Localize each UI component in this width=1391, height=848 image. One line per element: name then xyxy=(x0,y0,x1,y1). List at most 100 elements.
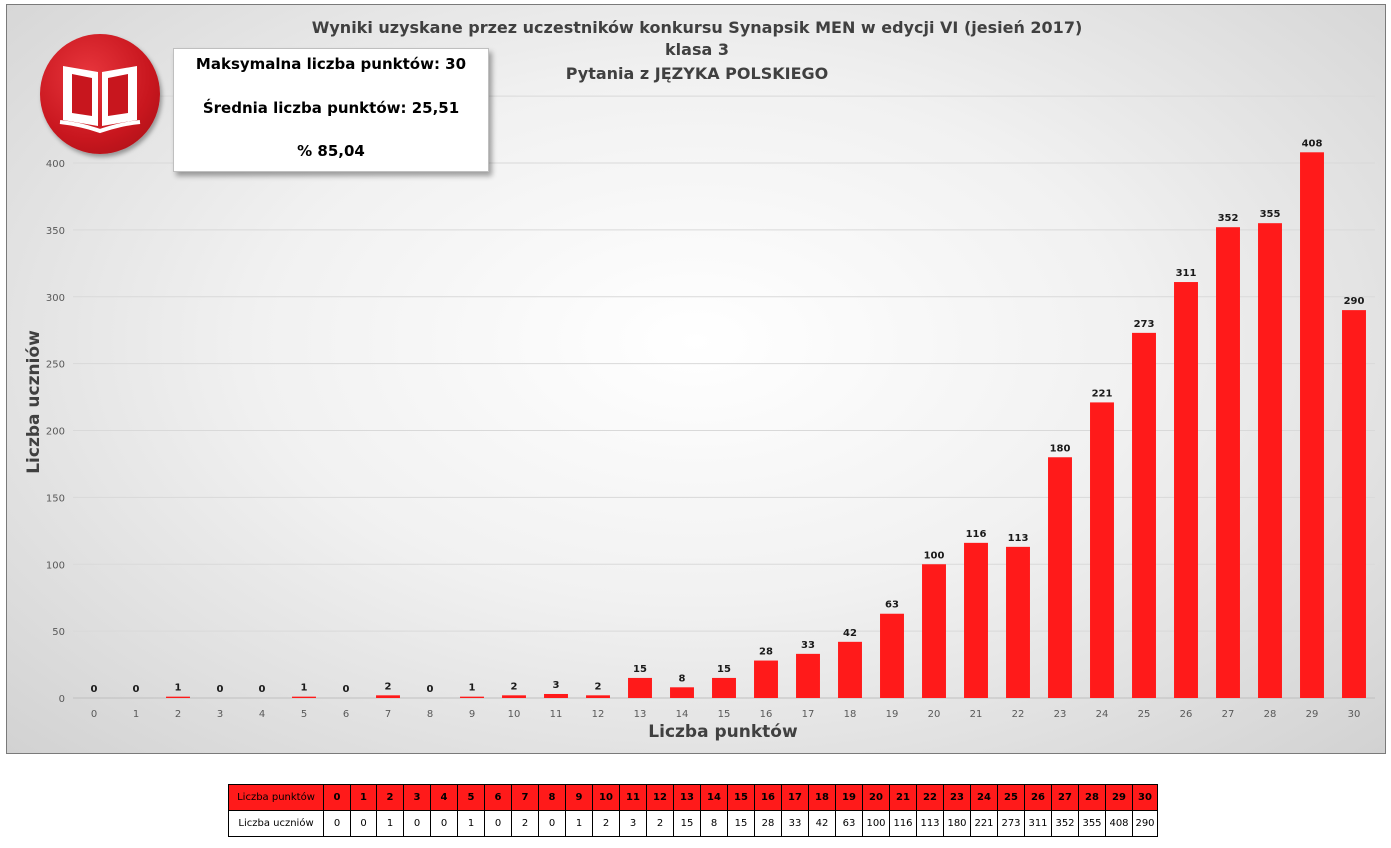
y-tick-label: 100 xyxy=(46,560,65,571)
table-header-cell: 7 xyxy=(511,784,539,811)
data-label: 15 xyxy=(717,664,731,675)
x-tick-label: 26 xyxy=(1180,709,1193,720)
table-value-cell: 33 xyxy=(781,810,809,837)
data-label: 2 xyxy=(511,681,518,692)
data-label: 221 xyxy=(1092,388,1113,399)
data-table: Liczba punktów 0 1 2 3 4 5 6 7 8 9 10 11 12 13 14 15 16 1… xyxy=(228,784,1158,837)
y-tick-label: 200 xyxy=(46,427,65,438)
data-label: 28 xyxy=(759,647,773,658)
table-header-cell: 18 xyxy=(808,784,836,811)
x-tick-label: 18 xyxy=(844,709,857,720)
table-header-row: Liczba punktów 0 1 2 3 4 5 6 7 8 9 10 11 12 13 14 15 16 1… xyxy=(228,784,1158,811)
table-value-cell: 290 xyxy=(1132,810,1158,837)
max-points-text: Maksymalna liczba punktów: 30 xyxy=(195,55,467,73)
data-label: 1 xyxy=(301,683,308,694)
data-label: 0 xyxy=(259,684,266,695)
y-tick-label: 250 xyxy=(46,360,65,371)
y-tick-labels: 0 50 100 150 200 250 300 350 400 xyxy=(46,159,65,705)
data-label: 2 xyxy=(595,681,602,692)
table-value-row: Liczba uczniów 0 0 1 0 0 1 0 2 0 1 2 3 2 15 8 15 28 33 42 6… xyxy=(228,810,1158,837)
x-tick-label: 25 xyxy=(1138,709,1151,720)
table-value-cell: 221 xyxy=(970,810,998,837)
table-value-cell: 408 xyxy=(1105,810,1133,837)
table-header-cell: 1 xyxy=(350,784,377,811)
bar xyxy=(964,542,988,698)
x-tick-label: 7 xyxy=(385,709,391,720)
table-header-cell: 15 xyxy=(727,784,755,811)
table-value-cell: 311 xyxy=(1024,810,1052,837)
table-value-cell: 113 xyxy=(916,810,944,837)
table-header-cell: 9 xyxy=(565,784,593,811)
bar xyxy=(544,693,568,698)
chart-area: Wyniki uzyskane przez uczestników konkur… xyxy=(6,4,1386,754)
data-label: 311 xyxy=(1176,268,1197,279)
bar xyxy=(838,641,862,698)
table-header-cell: 28 xyxy=(1078,784,1106,811)
data-label: 100 xyxy=(924,550,945,561)
y-tick-label: 400 xyxy=(46,159,65,170)
table-header-cell: 3 xyxy=(403,784,431,811)
x-tick-label: 30 xyxy=(1348,709,1361,720)
data-label: 113 xyxy=(1008,533,1029,544)
table-header-cell: 8 xyxy=(538,784,566,811)
x-tick-label: 21 xyxy=(970,709,983,720)
data-label: 42 xyxy=(843,628,857,639)
table-header-cell: 13 xyxy=(673,784,701,811)
table-value-cell: 0 xyxy=(350,810,377,837)
x-tick-label: 5 xyxy=(301,709,307,720)
table-value-cell: 0 xyxy=(430,810,458,837)
data-label: 408 xyxy=(1302,138,1323,149)
x-tick-label: 13 xyxy=(634,709,647,720)
y-tick-label: 350 xyxy=(46,226,65,237)
table-header-cell: 23 xyxy=(943,784,971,811)
bar xyxy=(460,696,484,698)
table-header-cell: 19 xyxy=(835,784,863,811)
data-label: 1 xyxy=(175,683,182,694)
data-label: 352 xyxy=(1218,213,1239,224)
table-value-cell: 28 xyxy=(754,810,782,837)
x-tick-label: 22 xyxy=(1012,709,1025,720)
data-label: 0 xyxy=(343,684,350,695)
bar xyxy=(796,653,820,698)
data-label: 0 xyxy=(91,684,98,695)
x-tick-label: 0 xyxy=(91,709,97,720)
table-header-cell: 25 xyxy=(997,784,1025,811)
x-tick-label: 29 xyxy=(1306,709,1319,720)
table-value-cell: 100 xyxy=(862,810,890,837)
bar xyxy=(1006,546,1030,698)
bar xyxy=(754,660,778,698)
average-points-text: Średnia liczba punktów: 25,51 xyxy=(202,99,460,117)
bar xyxy=(1342,310,1366,698)
table-value-cell: 3 xyxy=(619,810,647,837)
x-axis-title: Liczba punktów xyxy=(648,722,798,742)
table-value-cell: 2 xyxy=(646,810,674,837)
table-value-cell: 0 xyxy=(403,810,431,837)
bar xyxy=(376,695,400,698)
bar-chart: Wyniki uzyskane przez uczestników konkur… xyxy=(24,18,1375,742)
x-tick-label: 19 xyxy=(886,709,899,720)
table-value-cell: 8 xyxy=(700,810,728,837)
table-header-cell: 29 xyxy=(1105,784,1133,811)
data-label: 33 xyxy=(801,640,815,651)
data-label: 180 xyxy=(1050,443,1071,454)
data-label: 290 xyxy=(1344,296,1365,307)
table-header-cell: 20 xyxy=(862,784,890,811)
table-header-cell: 17 xyxy=(781,784,809,811)
bar xyxy=(1216,227,1240,698)
table-header-cell: 22 xyxy=(916,784,944,811)
x-tick-label: 8 xyxy=(427,709,433,720)
data-label: 355 xyxy=(1260,209,1281,220)
table-value-cell: 15 xyxy=(673,810,701,837)
data-label: 63 xyxy=(885,600,899,611)
data-label: 3 xyxy=(553,680,560,691)
table-header-cell: 14 xyxy=(700,784,728,811)
table-header-cell: 2 xyxy=(376,784,404,811)
table-value-cell: 2 xyxy=(592,810,620,837)
bar xyxy=(166,696,190,698)
table-value-cell: 355 xyxy=(1078,810,1106,837)
table-header-cell: 27 xyxy=(1051,784,1079,811)
x-tick-label: 28 xyxy=(1264,709,1277,720)
y-tick-label: 0 xyxy=(59,694,65,705)
chart-title-group: Wyniki uzyskane przez uczestników konkur… xyxy=(312,18,1083,83)
